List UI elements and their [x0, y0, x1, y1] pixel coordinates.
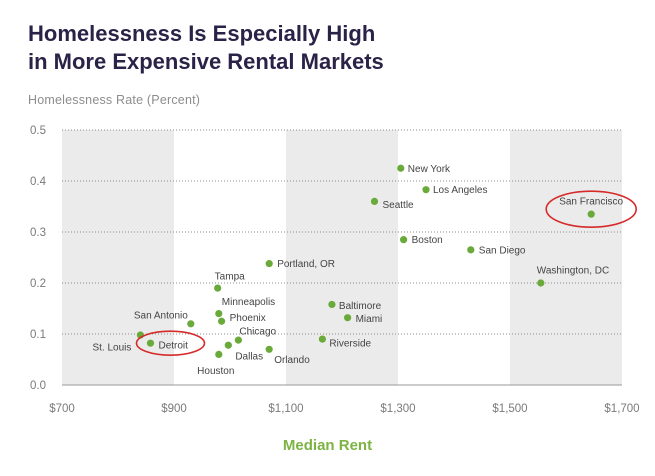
y-tick-label: 0.4 [30, 176, 47, 188]
point-dallas [224, 341, 232, 349]
point-washington-dc [537, 279, 545, 287]
x-tick-label: $900 [161, 403, 187, 415]
point-boston [400, 236, 408, 244]
band-1100 [286, 130, 398, 385]
point-san-antonio [187, 320, 195, 328]
label-boston: Boston [412, 235, 443, 246]
y-tick-label: 0.2 [30, 278, 46, 290]
point-portland-or [265, 260, 273, 268]
x-tick-label: $700 [49, 403, 75, 415]
band-700 [62, 130, 174, 385]
x-tick-label: $1,300 [380, 403, 415, 415]
point-san-francisco [587, 210, 595, 218]
label-riverside: Riverside [329, 339, 371, 350]
background-bands [62, 130, 622, 385]
label-los-angeles: Los Angeles [433, 185, 488, 196]
point-tampa [214, 284, 222, 292]
label-orlando: Orlando [274, 355, 310, 366]
x-tick-label: $1,500 [492, 403, 527, 415]
label-houston: Houston [197, 366, 234, 377]
label-phoenix: Phoenix [230, 313, 266, 324]
point-detroit [146, 339, 155, 347]
label-minneapolis: Minneapolis [222, 297, 275, 308]
label-seattle: Seattle [382, 200, 414, 211]
point-new-york [397, 164, 405, 172]
chart-title: Homelessness Is Especially High in More … [28, 20, 384, 76]
label-san-antonio: San Antonio [134, 310, 188, 321]
point-los-angeles [422, 186, 430, 194]
point-labels: New York Los Angeles Seattle San Francisco B… [92, 164, 623, 377]
point-baltimore [328, 300, 336, 309]
tick-labels: 0.0 0.1 0.2 0.3 0.4 0.5 $700 $900 $1,100 $1,300 $1… [30, 125, 640, 415]
point-orlando [265, 345, 273, 353]
label-st-louis: St. Louis [92, 343, 131, 354]
x-axis-label: Median Rent [282, 437, 373, 454]
y-tick-label: 0.0 [30, 380, 46, 392]
label-new-york: New York [408, 164, 451, 175]
label-chicago: Chicago [239, 327, 276, 338]
highlight-circles [135, 190, 638, 356]
label-tampa: Tampa [215, 272, 245, 283]
title-line-2: in More Expensive Rental Markets [28, 49, 384, 74]
label-baltimore: Baltimore [339, 301, 382, 312]
point-riverside [318, 335, 326, 343]
x-tick-label: $1,700 [604, 403, 639, 415]
data-points [136, 164, 595, 358]
label-miami: Miami [356, 314, 383, 325]
label-portland-or: Portland, OR [277, 259, 335, 270]
point-san-diego [467, 246, 475, 254]
point-phoenix [218, 317, 226, 325]
point-chicago [234, 336, 242, 344]
label-san-francisco: San Francisco [559, 197, 623, 208]
highlight-detroit [135, 330, 206, 356]
label-detroit: Detroit [158, 341, 188, 352]
y-axis-label: Homelessness Rate (Percent) [28, 93, 201, 107]
label-san-diego: San Diego [479, 245, 526, 256]
band-1500 [510, 130, 622, 385]
highlight-san-francisco [545, 190, 638, 228]
y-tick-label: 0.5 [30, 125, 46, 137]
point-miami [344, 314, 352, 322]
x-tick-label: $1,100 [268, 403, 303, 415]
label-washington-dc: Washington, DC [537, 266, 609, 277]
y-tick-label: 0.1 [30, 329, 46, 341]
label-dallas: Dallas [235, 352, 263, 363]
title-line-1: Homelessness Is Especially High [28, 21, 376, 46]
y-tick-label: 0.3 [30, 227, 46, 239]
point-seattle [370, 197, 379, 205]
point-houston [215, 350, 223, 358]
gridlines [62, 129, 622, 335]
point-minneapolis [215, 310, 223, 318]
